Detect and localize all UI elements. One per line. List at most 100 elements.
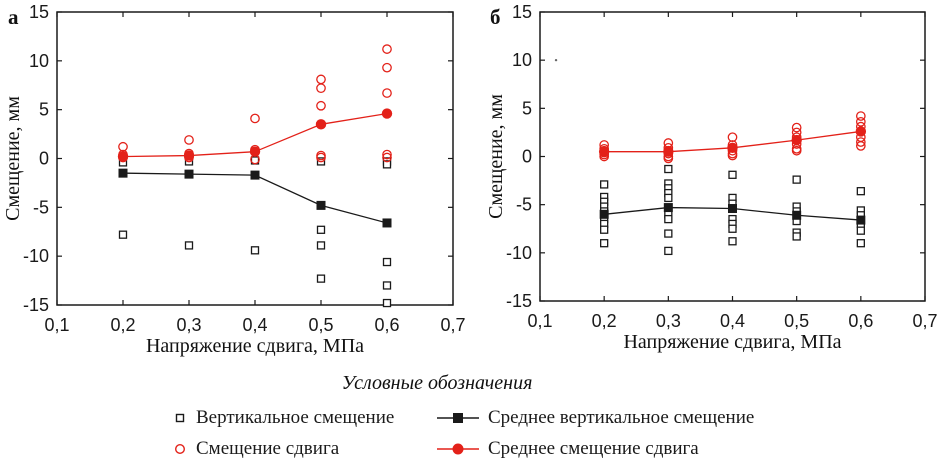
data-point-filled-circle: [598, 146, 610, 157]
data-point-filled-square: [250, 170, 260, 180]
y-tick-label: -15: [23, 295, 49, 315]
x-tick-label: 0,1: [527, 311, 552, 331]
data-point-open-square: [792, 232, 801, 241]
stray-dot: [554, 58, 558, 62]
mean-line: [122, 172, 388, 224]
data-point-filled-circle: [381, 108, 393, 119]
x-tick-label: 0,7: [912, 311, 937, 331]
data-point-filled-circle: [183, 150, 195, 161]
data-point-open-square: [664, 229, 673, 238]
data-point-open-square: [316, 274, 326, 283]
y-tick-label: -5: [33, 197, 49, 217]
data-point-filled-circle: [117, 151, 129, 162]
data-point-open-square: [728, 237, 737, 246]
panel-label: а: [8, 5, 19, 29]
panel-label: б: [490, 5, 501, 29]
legend-item-label: Среднее вертикальное смещение: [488, 406, 755, 428]
data-point-open-square: [316, 225, 326, 234]
y-tick-label: 5: [522, 98, 532, 118]
legend-item-label: Среднее смещение сдвига: [488, 437, 699, 459]
data-point-open-circle: [382, 152, 392, 163]
data-point-open-square: [728, 170, 737, 179]
data-point-open-circle: [382, 149, 392, 160]
data-point-open-circle: [727, 132, 738, 143]
data-point-filled-square: [599, 209, 609, 219]
data-point-filled-square: [663, 203, 673, 213]
panel-b-chart: 0,1 0,2 0,3 0,4 0,5 0,6 0,7 -15 -10 -5 0 5 10 15 Напря…: [485, 2, 938, 353]
y-tick-label: -5: [516, 195, 532, 215]
y-tick-label: 0: [39, 149, 49, 169]
data-point-open-circle: [382, 62, 392, 73]
data-point-filled-circle: [727, 142, 738, 154]
data-point-open-circle: [316, 74, 326, 85]
y-tick-label: 15: [512, 2, 532, 22]
data-point-open-circle: [382, 88, 392, 98]
data-point-open-circle: [855, 111, 866, 121]
data-point-open-circle: [791, 145, 802, 156]
x-tick-label: 0,4: [242, 315, 267, 335]
data-point-open-circle: [855, 141, 866, 151]
y-axis-title: Смещение, мм: [2, 96, 24, 221]
data-point-filled-square: [184, 169, 194, 179]
plot-box: [539, 11, 926, 302]
open-circle-icon: [170, 439, 190, 459]
x-tick-label: 0,1: [44, 315, 69, 335]
line-filled-circle-icon: [434, 439, 482, 459]
data-point-open-circle: [250, 113, 260, 124]
data-point-open-square: [250, 246, 260, 255]
x-tick-label: 0,3: [656, 311, 681, 331]
data-point-open-square: [856, 226, 865, 235]
legend-item-vertical-scatter: Вертикальное смещение: [170, 407, 434, 429]
data-point-filled-circle: [855, 126, 867, 137]
y-tick-label: -10: [23, 246, 49, 266]
legend: Вертикальное смещение Среднее вертикальн…: [170, 402, 754, 463]
x-tick-label: 0,4: [720, 311, 745, 331]
legend-item-shear-scatter: Смещение сдвига: [170, 438, 434, 460]
data-point-filled-square: [118, 168, 128, 178]
x-tick-label: 0,2: [592, 311, 617, 331]
x-tick-label: 0,2: [110, 315, 135, 335]
x-tick-label: 0,3: [176, 315, 201, 335]
line-filled-square-icon: [434, 408, 482, 428]
y-tick-label: -15: [506, 291, 532, 311]
data-point-open-square: [184, 241, 194, 250]
data-point-open-square: [316, 241, 326, 250]
data-point-filled-square: [316, 200, 326, 210]
y-axis-title: Смещение, мм: [485, 94, 507, 219]
data-point-open-circle: [316, 100, 326, 111]
y-tick-label: -10: [506, 243, 532, 263]
data-point-filled-circle: [791, 134, 802, 146]
x-axis-title: Напряжение сдвига, МПа: [623, 331, 841, 353]
y-tick-label: 15: [29, 2, 49, 22]
x-tick-label: 0,7: [440, 315, 465, 335]
data-point-open-circle: [316, 152, 326, 163]
data-point-open-circle: [118, 141, 128, 152]
legend-item-label: Вертикальное смещение: [196, 406, 395, 428]
data-point-open-circle: [184, 135, 194, 145]
data-point-open-square: [382, 298, 392, 308]
data-point-filled-square: [382, 218, 392, 228]
data-point-open-square: [728, 224, 737, 233]
data-point-open-square: [382, 257, 392, 267]
data-point-open-square: [856, 187, 865, 196]
legend-item-mean-shear: Среднее смещение сдвига: [434, 438, 754, 460]
data-point-filled-circle: [663, 146, 674, 157]
y-tick-label: 5: [39, 100, 49, 120]
data-point-open-square: [856, 239, 865, 248]
data-point-open-circle: [855, 116, 866, 127]
legend-item-label: Смещение сдвига: [196, 437, 340, 459]
x-tick-label: 0,6: [848, 311, 873, 331]
data-point-open-circle: [855, 137, 866, 147]
y-tick-label: 10: [512, 50, 532, 70]
data-point-open-square: [664, 193, 673, 203]
data-point-open-square: [600, 225, 609, 234]
data-point-filled-square: [856, 215, 866, 225]
data-point-open-square: [600, 180, 609, 189]
data-point-filled-square: [792, 210, 802, 220]
legend-title: Условные обозначения: [341, 372, 533, 394]
data-point-open-circle: [316, 83, 326, 94]
data-point-open-square: [118, 230, 128, 239]
data-point-filled-circle: [315, 119, 327, 130]
y-tick-label: 0: [522, 147, 532, 167]
